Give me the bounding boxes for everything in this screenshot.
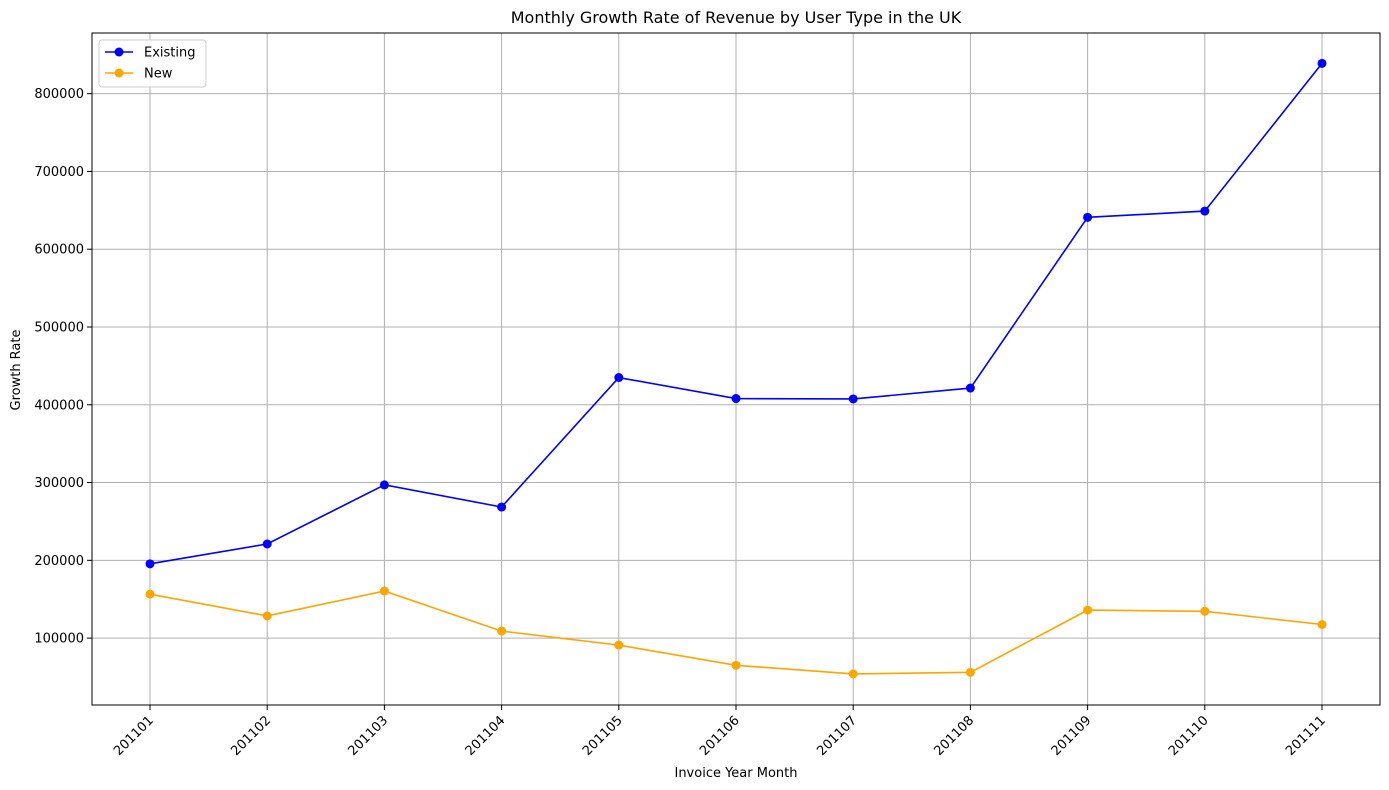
y-axis-title: Growth Rate [9,330,24,411]
data-point-existing [1083,212,1093,222]
legend-label: New [144,67,173,82]
data-point-existing [614,373,624,383]
data-point-existing [497,502,507,512]
y-tick-label: 500000 [34,321,84,336]
x-tick-label: 201103 [346,713,392,759]
x-tick-label: 201106 [697,713,743,759]
data-point-new [1317,620,1327,629]
x-tick-label: 201102 [228,713,274,759]
x-tick-label: 201111 [1283,713,1329,759]
y-tick-label: 400000 [34,398,84,413]
data-point-new [731,660,741,670]
x-tick-label: 201107 [814,713,860,759]
data-point-new [614,640,624,650]
y-tick-label: 800000 [34,87,84,102]
series-existing [145,58,1327,569]
x-tick-label: 201110 [1166,713,1212,759]
data-point-existing [262,539,272,549]
data-point-existing [379,480,389,490]
series-new [145,586,1327,679]
legend-label: Existing [144,46,196,61]
data-point-new [848,669,858,679]
data-point-existing [965,383,975,393]
x-tick-label: 201105 [580,713,626,759]
data-point-new [965,667,975,677]
data-point-new [145,589,155,599]
legend-item-new: New [105,67,173,82]
data-point-existing [848,394,858,404]
chart-title: Monthly Growth Rate of Revenue by User T… [511,8,962,27]
y-tick-label: 200000 [34,554,84,569]
data-point-existing [1200,206,1210,216]
x-tick-label: 201108 [932,713,978,759]
x-tick-label: 201104 [463,713,509,759]
data-point-new [379,586,389,596]
data-point-new [1200,606,1210,616]
data-point-new [262,611,272,621]
legend-marker [114,47,124,57]
data-point-new [1083,605,1093,615]
data-point-new [497,626,507,636]
x-axis-title: Invoice Year Month [674,766,797,781]
y-tick-label: 100000 [34,632,84,647]
x-tick-label: 201101 [111,713,157,759]
grid-lines [92,33,1380,705]
y-tick-label: 600000 [34,243,84,258]
y-tick-label: 700000 [34,165,84,180]
legend-marker [114,68,124,78]
axis-ticks: 201101 201102 201103 201104 201105 201106 2011… [34,87,1328,759]
data-point-existing [1317,58,1327,68]
legend: Existing New [98,39,207,88]
series-layer [145,58,1327,679]
data-point-existing [731,394,741,404]
x-tick-label: 201109 [1049,713,1095,759]
y-tick-label: 300000 [34,476,84,491]
data-point-existing [145,559,155,569]
legend-item-existing: Existing [105,46,196,61]
